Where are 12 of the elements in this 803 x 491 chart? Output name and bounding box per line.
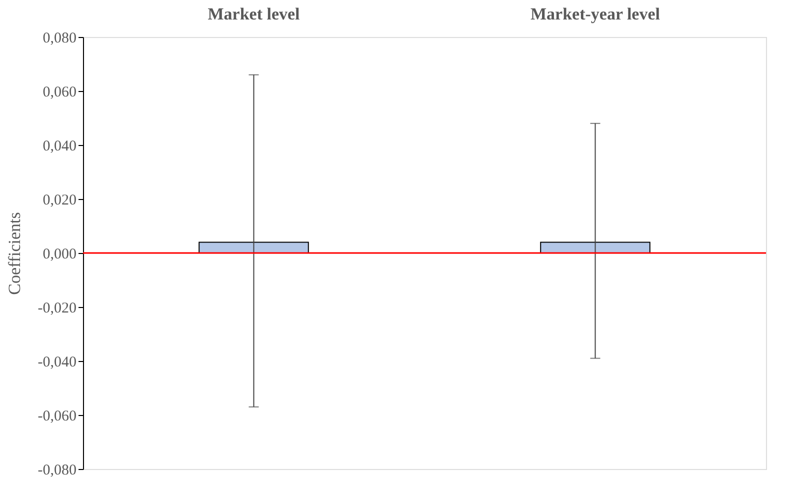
y-axis-title: Coefficients <box>4 212 24 295</box>
y-tick-label: 0,020 <box>42 192 76 208</box>
y-tick-label: 0,080 <box>42 30 76 46</box>
y-tick-label: 0,000 <box>42 246 76 262</box>
x-tick-label: Market-year level <box>530 4 660 24</box>
y-tick-label: -0,060 <box>38 408 76 424</box>
y-tick-label: -0,040 <box>38 354 76 370</box>
y-tick-label: 0,040 <box>42 138 76 154</box>
x-tick-label: Market level <box>208 4 300 24</box>
y-tick-label: -0,080 <box>38 462 76 478</box>
y-tick-label: -0,020 <box>38 300 76 316</box>
y-tick-label: 0,060 <box>42 84 76 100</box>
